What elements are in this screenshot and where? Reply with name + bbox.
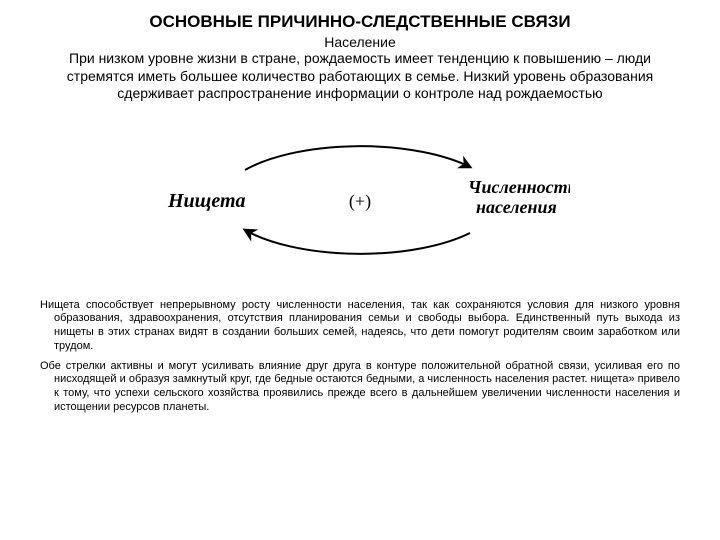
- slide-subtitle: Население: [40, 34, 680, 50]
- edge-top: [245, 146, 470, 170]
- node-right-label-line2: населения: [476, 197, 557, 217]
- node-left-label: Нищета: [167, 190, 246, 212]
- footer-paragraph-1: Нищета способствует непрерывному росту ч…: [40, 299, 680, 354]
- edge-bottom: [245, 230, 470, 254]
- slide-title: ОСНОВНЫЕ ПРИЧИННО-СЛЕДСТВЕННЫЕ СВЯЗИ: [40, 12, 680, 32]
- loop-polarity-label: (+): [349, 191, 371, 212]
- intro-paragraph: При низком уровне жизни в стране, рождае…: [50, 50, 670, 103]
- node-right-label-line1: Численность: [468, 177, 570, 197]
- footer-paragraph-2: Обе стрелки активны и могут усиливать вл…: [40, 360, 680, 415]
- footer-block: Нищета способствует непрерывному росту ч…: [40, 299, 680, 415]
- feedback-loop-diagram: Нищета Численность населения (+): [150, 115, 570, 285]
- diagram-container: Нищета Численность населения (+): [40, 115, 680, 285]
- slide-page: ОСНОВНЫЕ ПРИЧИННО-СЛЕДСТВЕННЫЕ СВЯЗИ Нас…: [0, 0, 720, 540]
